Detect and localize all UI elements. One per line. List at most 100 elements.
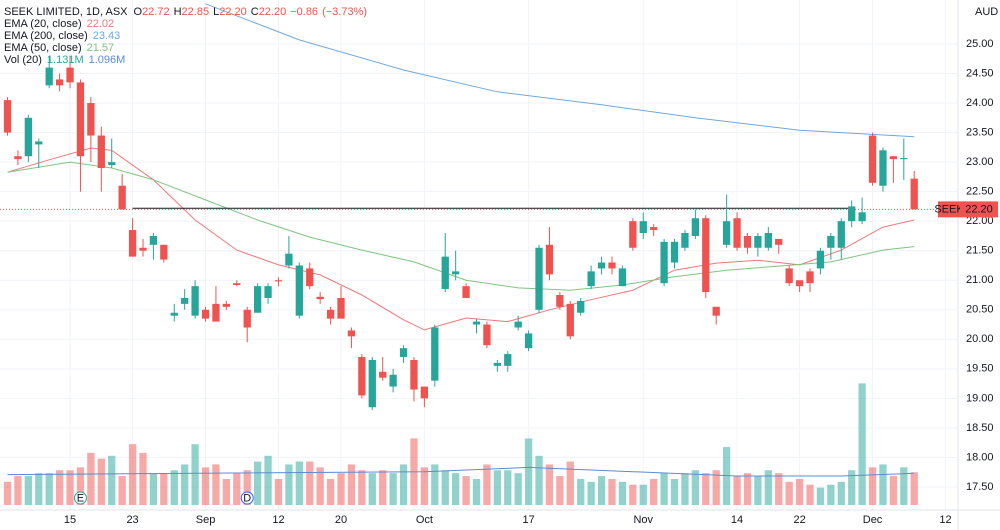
candle-body [733, 218, 741, 248]
candle-body [827, 235, 835, 248]
volume-bar [691, 470, 700, 505]
symbol-tag-text: SEEK [934, 203, 964, 215]
ohlc-key: C [251, 6, 259, 18]
candle-body [128, 230, 137, 257]
volume-bar [358, 470, 366, 505]
volume-bar [795, 478, 804, 505]
ema-line [7, 147, 915, 331]
volume-bar [337, 473, 345, 505]
volume-bar [545, 464, 554, 505]
volume-bar [379, 470, 387, 505]
volume-bar [733, 476, 741, 505]
volume-bar [597, 476, 606, 505]
candle-body [837, 221, 845, 248]
volume-bar [462, 476, 470, 505]
volume-bar [629, 484, 637, 505]
indicator-value: 22.02 [87, 18, 115, 30]
candle-body [399, 348, 408, 358]
ohlc-value: 22.20 [219, 6, 247, 18]
candle-body [556, 295, 564, 307]
y-tick-label: 20.00 [966, 333, 994, 345]
volume-bar [900, 467, 908, 505]
volume-bar [660, 473, 668, 505]
candle-body [87, 103, 95, 136]
candle-body [212, 303, 220, 322]
volume-bar [524, 438, 533, 505]
volume-bar [743, 473, 752, 505]
y-tick-label: 18.50 [966, 422, 994, 434]
y-tick-label: 24.50 [966, 67, 994, 79]
change: −0.86 [290, 6, 318, 18]
candle-body [535, 247, 543, 310]
volume-bar [764, 470, 772, 505]
volume-average-value: 1.096M [89, 54, 126, 66]
volume-bar [431, 464, 439, 505]
candle-body [14, 156, 22, 160]
change-pct: (−3.73%) [322, 6, 367, 18]
indicator-name: EMA (50, close) [4, 42, 82, 54]
volume-bar [858, 383, 866, 505]
ema-line [7, 161, 915, 291]
x-tick-label: 17 [522, 514, 534, 526]
volume-bar [149, 473, 158, 505]
volume-bar [441, 470, 449, 505]
candle-body [149, 235, 158, 245]
volume-bar [452, 473, 460, 505]
x-tick-label: Sep [196, 514, 216, 526]
candle-body [545, 244, 554, 275]
header: SEEK LIMITED, 1D, ASX O22.72 H22.85 L22.20 C… [4, 6, 367, 18]
volume-bar [108, 455, 116, 505]
ohlc-key: L [213, 6, 219, 18]
candle-body [55, 79, 64, 86]
candle-body [848, 206, 856, 222]
candle-body [806, 271, 814, 284]
y-tick-label: 23.00 [966, 156, 994, 168]
volume-bar [55, 470, 64, 505]
candle-body [566, 303, 574, 337]
volume-bar [504, 470, 512, 505]
candle-body [97, 135, 105, 169]
volume-bar [639, 484, 647, 505]
y-tick-label: 24.00 [966, 97, 994, 109]
candle-body [274, 280, 283, 282]
candle-body [337, 297, 345, 319]
volume-bar [45, 473, 53, 505]
volume-bar [274, 478, 283, 505]
volume-bar [848, 470, 856, 505]
candle-body [76, 82, 85, 157]
candle-body [691, 218, 700, 236]
candle-body [160, 244, 168, 260]
volume-bar [775, 473, 783, 505]
ema-line [205, 3, 915, 138]
volume-bar [35, 473, 43, 505]
ohlc-key: H [174, 6, 182, 18]
candle-body [670, 241, 679, 263]
volume-bar [618, 481, 627, 505]
candle-body [577, 300, 585, 313]
volume-bar [160, 473, 168, 505]
volume-bar [316, 467, 324, 505]
volume-bar [24, 476, 32, 505]
volume-bar [556, 476, 564, 505]
volume-bar [306, 461, 314, 505]
volume-name: Vol (20) [4, 54, 42, 66]
candle-body [702, 218, 710, 293]
ohlc-key: O [134, 6, 143, 18]
volume-value: 1.131M [47, 54, 84, 66]
indicator-name: EMA (200, close) [4, 30, 88, 42]
volume-bar [191, 444, 199, 505]
candle-body [420, 386, 429, 399]
candle-body [587, 271, 595, 287]
last-price-tag [960, 201, 998, 218]
volume-bar [264, 455, 272, 505]
candle-body [191, 286, 199, 316]
y-tick-label: 22.00 [966, 215, 994, 227]
volume-bar [587, 481, 595, 505]
candle-body [910, 178, 918, 210]
y-tick-label: 19.50 [966, 363, 994, 375]
volume-bar [253, 461, 262, 505]
currency: AUD [975, 6, 998, 18]
volume-bar [420, 467, 429, 505]
